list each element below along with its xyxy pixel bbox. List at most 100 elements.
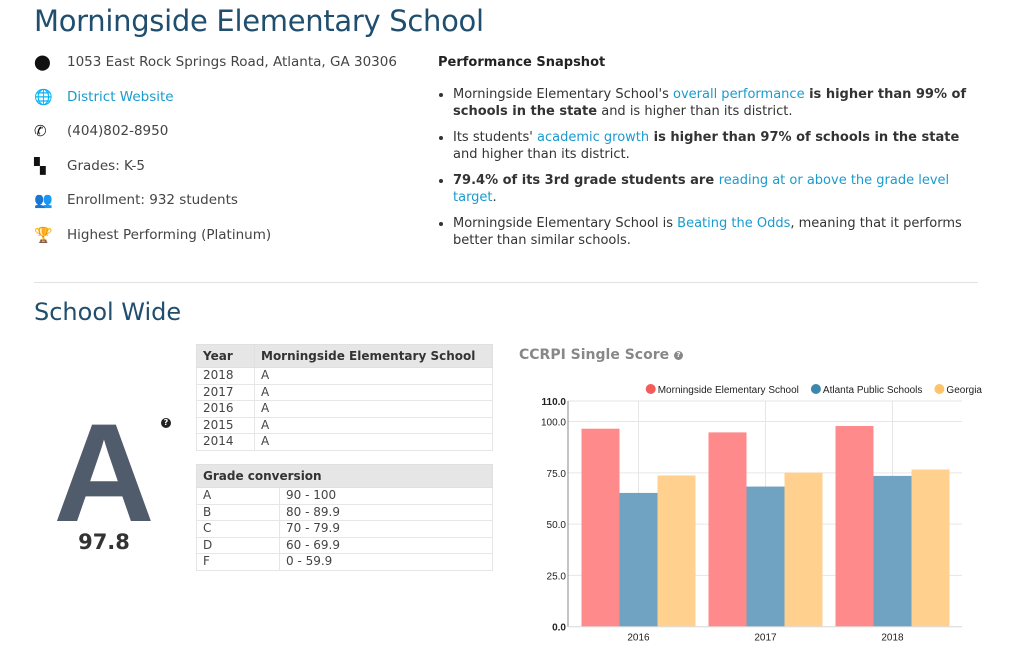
- section-title: School Wide: [34, 298, 182, 326]
- table-row: 2016 A: [196, 400, 493, 418]
- legend-marker: [645, 384, 656, 394]
- snapshot-link[interactable]: Beating the Odds: [677, 215, 791, 231]
- x-tick-label: 2016: [627, 633, 650, 644]
- table-row: D 60 - 69.9: [196, 536, 493, 554]
- cell: F: [196, 553, 280, 571]
- info-text: Enrollment: 932 students: [67, 192, 238, 209]
- district-website-link[interactable]: District Website: [67, 88, 174, 105]
- phone-icon: ✆: [34, 122, 47, 141]
- snapshot-text: 79.4% of its 3rd grade students are: [453, 172, 719, 188]
- x-tick-label: 2018: [881, 633, 904, 644]
- bar: [835, 426, 874, 627]
- legend-marker: [810, 384, 821, 394]
- cell: 70 - 79.9: [279, 520, 493, 538]
- snapshot-title: Performance Snapshot: [438, 55, 606, 70]
- table-row: 2018 A: [196, 367, 493, 385]
- info-row: ▚ Grades: K-5: [34, 156, 397, 191]
- snapshot-text: , meaning that it performs better than s…: [453, 215, 962, 249]
- table-row: 2015 A: [196, 416, 493, 434]
- performance-snapshot: Performance Snapshot Morningside Element…: [438, 54, 983, 258]
- legend-label: Morningside Elementary School: [658, 385, 799, 396]
- cell: 2016: [196, 400, 255, 418]
- bar: [581, 428, 620, 627]
- legend-label: Georgia: [946, 385, 982, 396]
- info-row: ✆ (404)802-8950: [34, 121, 397, 156]
- info-text: (404)802-8950: [67, 123, 169, 140]
- cell: 2014: [196, 433, 255, 451]
- snapshot-link[interactable]: academic growth: [537, 129, 650, 145]
- chart-title-text: CCRPI Single Score: [519, 347, 670, 363]
- snapshot-text: Its students': [453, 129, 538, 145]
- bar: [911, 469, 950, 627]
- y-tick-label: 0.0: [552, 623, 566, 634]
- cell: A: [254, 383, 493, 401]
- legend-label: Atlanta Public Schools: [823, 385, 923, 396]
- grades-icon: ▚: [34, 156, 46, 175]
- snapshot-bullet: Morningside Elementary School's overall …: [453, 86, 983, 121]
- legend-marker: [934, 384, 945, 394]
- info-text: 1053 East Rock Springs Road, Atlanta, GA…: [67, 54, 397, 70]
- snapshot-bullet: 79.4% of its 3rd grade students are read…: [453, 172, 983, 207]
- bar: [619, 492, 658, 627]
- cell: 60 - 69.9: [279, 536, 493, 554]
- cell: A: [254, 367, 493, 385]
- info-text: Grades: K-5: [67, 157, 145, 174]
- cell: A: [254, 433, 493, 451]
- col-school: Morningside Elementary School: [254, 344, 493, 368]
- snapshot-text: and is higher than its district.: [597, 104, 793, 119]
- info-row: 🏆 Highest Performing (Platinum): [34, 225, 397, 260]
- y-tick-label: 50.0: [547, 520, 567, 531]
- snapshot-text: .: [492, 190, 497, 205]
- cell: 0 - 59.9: [279, 553, 493, 571]
- y-tick-label: 25.0: [547, 571, 567, 582]
- conversion-header: Grade conversion: [196, 464, 493, 488]
- table-row: A 90 - 100: [196, 487, 493, 505]
- snapshot-text: is higher than 97% of schools in the sta…: [649, 129, 960, 145]
- snapshot-link[interactable]: overall performance: [673, 86, 805, 102]
- grade-conversion-table: Grade conversion A 90 - 100 B 80 - 89.9 C 70 -…: [196, 464, 493, 571]
- grade-history-table: Year Morningside Elementary School 2018 A…: [196, 344, 493, 451]
- cell: 2017: [196, 383, 255, 401]
- col-year: Year: [196, 344, 255, 368]
- cell: 80 - 89.9: [279, 503, 493, 521]
- help-icon[interactable]: ?: [161, 418, 171, 428]
- cell: C: [196, 520, 280, 538]
- cell: 90 - 100: [279, 487, 493, 505]
- snapshot-link[interactable]: reading at or above the grade level targ…: [453, 172, 950, 206]
- bar: [746, 486, 785, 627]
- snapshot-bullet: Its students' academic growth is higher …: [453, 129, 983, 164]
- bar: [708, 432, 747, 627]
- x-tick-label: 2017: [754, 633, 777, 644]
- bar: [657, 475, 696, 627]
- y-tick-label: 110.0: [542, 397, 567, 408]
- school-info-list: ⬤ 1053 East Rock Springs Road, Atlanta, G…: [34, 52, 397, 260]
- cell: 2018: [196, 367, 255, 385]
- info-row: 🌐 District Website: [34, 87, 397, 122]
- snapshot-text: Morningside Elementary School is: [453, 215, 678, 231]
- chart-title: CCRPI Single Score ?: [519, 347, 683, 363]
- users-icon: 👥: [34, 191, 53, 210]
- bar: [873, 475, 912, 627]
- table-row: B 80 - 89.9: [196, 503, 493, 521]
- table-row: C 70 - 79.9: [196, 520, 493, 538]
- chart-help-icon[interactable]: ?: [674, 350, 683, 360]
- info-row: ⬤ 1053 East Rock Springs Road, Atlanta, G…: [34, 52, 397, 87]
- grade-score: 97.8: [78, 530, 130, 554]
- map-marker-icon: ⬤: [34, 53, 51, 71]
- y-tick-label: 75.0: [547, 469, 567, 480]
- snapshot-text: and higher than its district.: [453, 147, 630, 162]
- trophy-icon: 🏆: [34, 225, 53, 244]
- cell: A: [196, 487, 280, 505]
- page-title: Morningside Elementary School: [34, 4, 484, 38]
- cell: A: [254, 400, 493, 418]
- cell: A: [254, 416, 493, 434]
- globe-icon: 🌐: [34, 87, 53, 106]
- info-text: Highest Performing (Platinum): [67, 226, 272, 243]
- table-row: 2014 A: [196, 433, 493, 451]
- ccrpi-chart: 0.0 25.0 50.0 75.0 100.0 110.0 2016 2017 2018 Mor…: [541, 384, 982, 644]
- divider: [34, 282, 978, 283]
- cell: D: [196, 536, 280, 554]
- snapshot-text: Morningside Elementary School's: [453, 86, 673, 102]
- snapshot-bullet: Morningside Elementary School is Beating…: [453, 215, 983, 250]
